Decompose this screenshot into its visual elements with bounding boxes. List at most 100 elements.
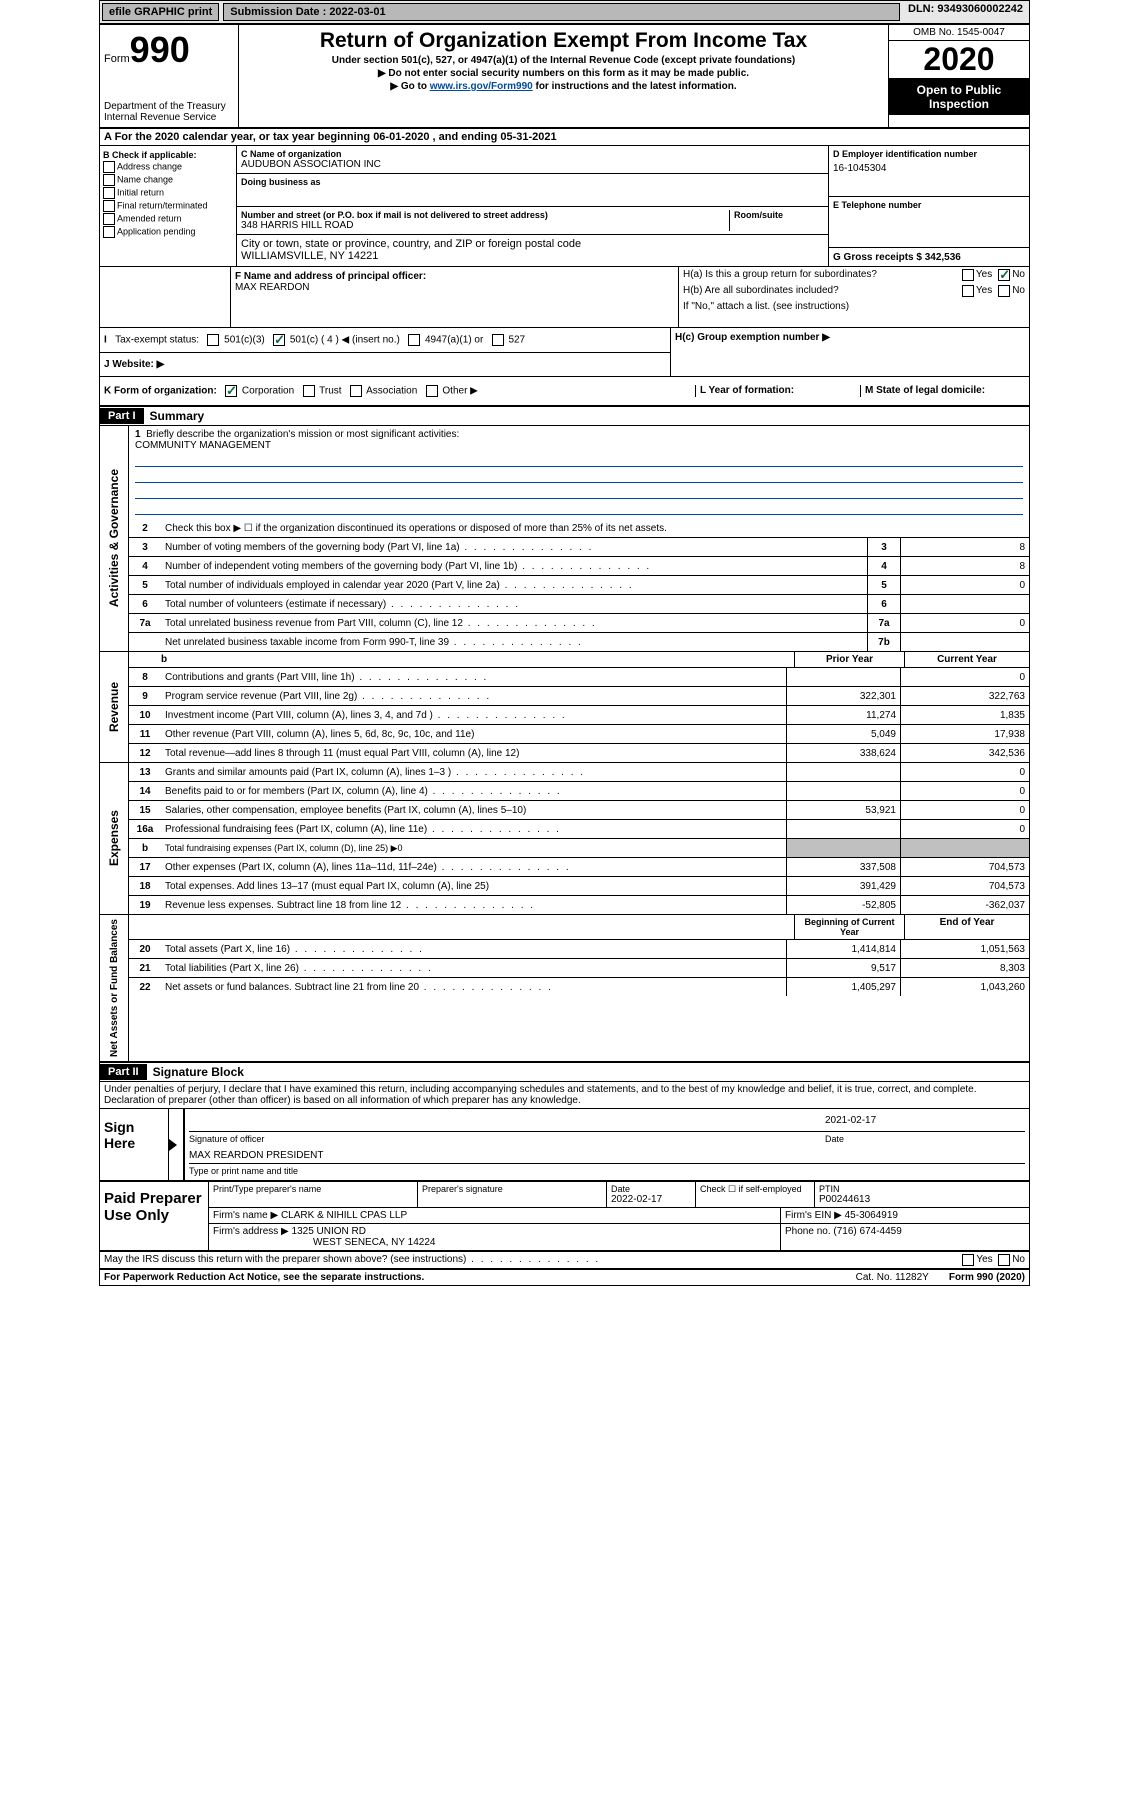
date-label: Date <box>825 1134 1025 1144</box>
final-return-checkbox[interactable] <box>103 200 115 212</box>
section-f-h: F Name and address of principal officer:… <box>100 267 1029 328</box>
line19-prior: -52,805 <box>786 896 900 914</box>
line17-prior: 337,508 <box>786 858 900 876</box>
prior-year-header: Prior Year <box>794 652 904 667</box>
name-change-checkbox[interactable] <box>103 174 115 186</box>
line14-curr: 0 <box>900 782 1029 800</box>
revenue-section: Revenue bPrior YearCurrent Year 8Contrib… <box>100 652 1029 763</box>
governance-section: Activities & Governance 1 Briefly descri… <box>100 426 1029 652</box>
public-inspection-label: Open to Public Inspection <box>889 79 1029 115</box>
line20-curr: 1,051,563 <box>900 940 1029 958</box>
line12-curr: 342,536 <box>900 744 1029 762</box>
firm-name: CLARK & NIHILL CPAS LLP <box>281 1210 407 1221</box>
line9-curr: 322,763 <box>900 687 1029 705</box>
tax-exempt-label: Tax-exempt status: <box>115 335 199 346</box>
4947-checkbox[interactable] <box>408 334 420 346</box>
paid-preparer-label: Paid Preparer Use Only <box>100 1182 209 1250</box>
b-label: B Check if applicable: <box>103 150 233 160</box>
line5-desc: Total number of individuals employed in … <box>161 578 867 593</box>
corp-checkbox[interactable] <box>225 385 237 397</box>
line6-desc: Total number of volunteers (estimate if … <box>161 597 867 612</box>
hb-yes-checkbox[interactable] <box>962 285 974 297</box>
discuss-no-checkbox[interactable] <box>998 1254 1010 1266</box>
ha-yes-checkbox[interactable] <box>962 269 974 281</box>
line22-curr: 1,043,260 <box>900 978 1029 996</box>
line7b-val <box>900 633 1029 651</box>
subtitle-3: ▶ Go to www.irs.gov/Form990 for instruct… <box>243 81 884 92</box>
line20-desc: Total assets (Part X, line 16) <box>161 942 786 957</box>
submission-date: Submission Date : 2022-03-01 <box>223 3 900 21</box>
ha-no-checkbox[interactable] <box>998 269 1010 281</box>
form-number: 990 <box>130 29 190 70</box>
discuss-label: May the IRS discuss this return with the… <box>104 1254 962 1266</box>
line12-prior: 338,624 <box>786 744 900 762</box>
501c3-checkbox[interactable] <box>207 334 219 346</box>
net-assets-side-label: Net Assets or Fund Balances <box>107 915 122 1061</box>
part2-badge: Part II <box>100 1064 147 1080</box>
address-change-checkbox[interactable] <box>103 161 115 173</box>
hb-no-checkbox[interactable] <box>998 285 1010 297</box>
line18-desc: Total expenses. Add lines 13–17 (must eq… <box>161 879 786 894</box>
h-note: If "No," attach a list. (see instruction… <box>679 299 1029 314</box>
line10-prior: 11,274 <box>786 706 900 724</box>
discuss-yes-checkbox[interactable] <box>962 1254 974 1266</box>
instructions-link[interactable]: www.irs.gov/Form990 <box>430 81 533 92</box>
discuss-no: No <box>1012 1254 1025 1266</box>
sign-here-block: Sign Here Signature of officer 2021-02-1… <box>100 1109 1029 1182</box>
line18-prior: 391,429 <box>786 877 900 895</box>
line21-prior: 9,517 <box>786 959 900 977</box>
type-name-label: Type or print name and title <box>189 1166 1025 1176</box>
initial-return-checkbox[interactable] <box>103 187 115 199</box>
501c-label: 501(c) ( 4 ) ◀ (insert no.) <box>290 335 400 346</box>
line16b-curr-gray <box>900 839 1029 857</box>
yes-label-2: Yes <box>976 285 992 297</box>
line21-curr: 8,303 <box>900 959 1029 977</box>
hb-label: H(b) Are all subordinates included? <box>683 285 962 297</box>
top-bar: efile GRAPHIC print Submission Date : 20… <box>100 1 1029 25</box>
b-item-3: Final return/terminated <box>117 200 208 210</box>
firm-ein-label: Firm's EIN ▶ <box>785 1210 842 1221</box>
b-item-2: Initial return <box>117 187 164 197</box>
application-pending-checkbox[interactable] <box>103 226 115 238</box>
part1-title: Summary <box>144 407 211 425</box>
dln-label: DLN: 93493060002242 <box>902 1 1029 23</box>
mission-text: COMMUNITY MANAGEMENT <box>135 440 271 451</box>
line21-desc: Total liabilities (Part X, line 26) <box>161 961 786 976</box>
phone-value: (716) 674-4459 <box>833 1226 901 1237</box>
assoc-checkbox[interactable] <box>350 385 362 397</box>
sub3-pre: ▶ Go to <box>390 81 429 92</box>
line12-desc: Total revenue—add lines 8 through 11 (mu… <box>161 746 786 761</box>
line16a-desc: Professional fundraising fees (Part IX, … <box>161 822 786 837</box>
f-label: F Name and address of principal officer: <box>235 271 674 282</box>
line5-val: 0 <box>900 576 1029 594</box>
amended-return-checkbox[interactable] <box>103 213 115 225</box>
assoc-label: Association <box>366 386 417 397</box>
line19-desc: Revenue less expenses. Subtract line 18 … <box>161 898 786 913</box>
other-checkbox[interactable] <box>426 385 438 397</box>
form-990-page: efile GRAPHIC print Submission Date : 20… <box>99 0 1030 1286</box>
trust-checkbox[interactable] <box>303 385 315 397</box>
501c-checkbox[interactable] <box>273 334 285 346</box>
4947-label: 4947(a)(1) or <box>425 335 483 346</box>
c-label: C Name of organization <box>241 149 824 159</box>
line1-desc: Briefly describe the organization's miss… <box>146 429 459 440</box>
paid-preparer-block: Paid Preparer Use Only Print/Type prepar… <box>100 1182 1029 1252</box>
prep-name-label: Print/Type preparer's name <box>213 1184 413 1194</box>
subtitle-1: Under section 501(c), 527, or 4947(a)(1)… <box>243 55 884 66</box>
arrow-icon <box>169 1139 177 1151</box>
b-item-1: Name change <box>117 174 173 184</box>
527-checkbox[interactable] <box>492 334 504 346</box>
line7a-val: 0 <box>900 614 1029 632</box>
declaration-text: Under penalties of perjury, I declare th… <box>100 1082 1029 1109</box>
line16b-prior-gray <box>786 839 900 857</box>
governance-side-label: Activities & Governance <box>105 465 123 611</box>
firm-ein: 45-3064919 <box>845 1210 898 1221</box>
corp-label: Corporation <box>242 386 294 397</box>
g-label: G Gross receipts $ 342,536 <box>833 252 961 263</box>
efile-print-button[interactable]: efile GRAPHIC print <box>102 3 219 21</box>
sign-here-label: Sign Here <box>100 1109 169 1180</box>
501c3-label: 501(c)(3) <box>224 335 265 346</box>
line4-desc: Number of independent voting members of … <box>161 559 867 574</box>
line3-desc: Number of voting members of the governin… <box>161 540 867 555</box>
tax-year: 2020 <box>923 41 994 77</box>
